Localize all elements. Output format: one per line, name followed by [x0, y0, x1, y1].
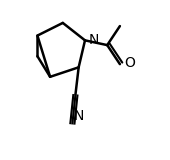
- Text: O: O: [124, 56, 135, 70]
- Text: N: N: [89, 32, 99, 47]
- Text: N: N: [74, 109, 84, 123]
